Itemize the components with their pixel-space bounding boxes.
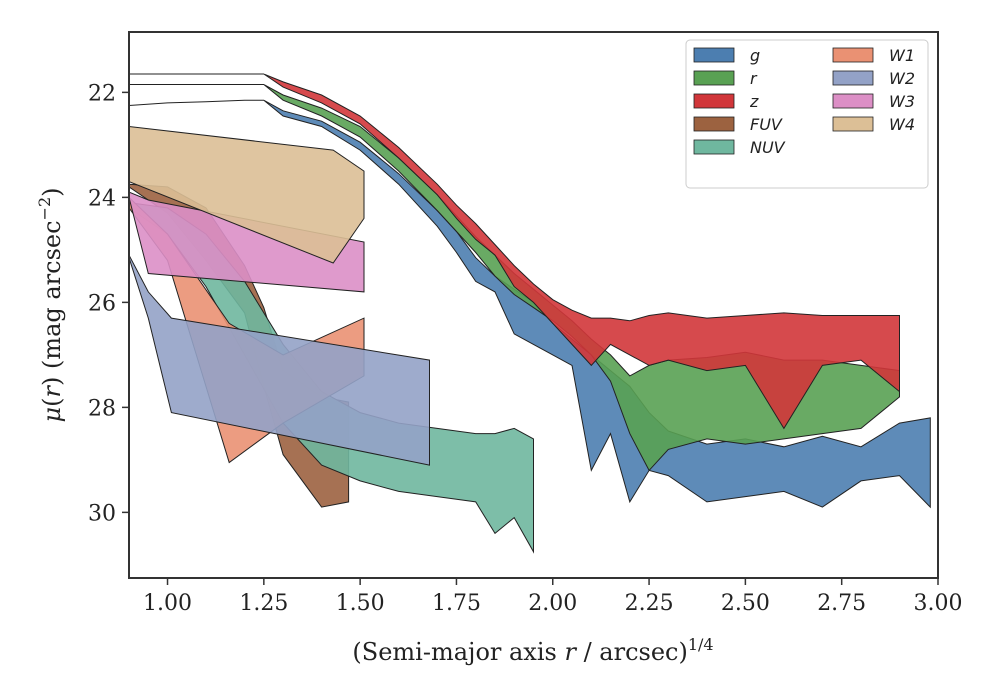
series-band-z xyxy=(129,73,900,430)
legend-swatch-r xyxy=(693,70,735,86)
series-band-w3 xyxy=(129,191,365,293)
x-tick-label: 2.75 xyxy=(817,591,866,616)
legend: grz FUV NUV W1 W2 W3 W4 xyxy=(685,39,929,189)
plot-frame xyxy=(128,31,939,579)
y-tick-label: 24 xyxy=(88,186,116,211)
x-tick-label: 1.75 xyxy=(432,591,481,616)
y-tick-label: 28 xyxy=(88,396,116,421)
x-axis: 1.00 1.25 1.50 1.75 2.00 2.25 2.50 2.75 3.00 xyxy=(143,578,962,616)
y-tick-label: 22 xyxy=(88,81,116,106)
legend-label-fuv: FUV xyxy=(750,115,783,134)
x-tick-label: 2.50 xyxy=(721,591,770,616)
legend-label-nuv: NUV xyxy=(750,138,786,157)
series-band-w4 xyxy=(129,125,365,264)
x-tick-label: 2.00 xyxy=(528,591,577,616)
legend-label-w2: W2 xyxy=(889,69,915,88)
legend-swatch-z xyxy=(693,93,735,109)
legend-label-z: z xyxy=(749,92,759,111)
legend-label-r: r xyxy=(750,69,758,88)
legend-swatch-w1 xyxy=(832,47,874,63)
y-axis: 22 24 26 28 30 xyxy=(88,81,129,526)
legend-swatch-g xyxy=(693,47,735,63)
legend-label-g: g xyxy=(750,46,760,65)
x-tick-label: 1.50 xyxy=(336,591,385,616)
legend-swatch-w2 xyxy=(832,70,874,86)
y-axis-label: μ(r) (mag arcsec−2) xyxy=(35,187,66,422)
legend-label-w4: W4 xyxy=(889,115,915,134)
series-layer xyxy=(129,73,931,554)
x-tick-label: 2.25 xyxy=(625,591,674,616)
legend-label-w1: W1 xyxy=(889,46,915,65)
legend-swatch-w4 xyxy=(832,116,874,132)
legend-swatch-w3 xyxy=(832,93,874,109)
x-tick-label: 3.00 xyxy=(914,591,963,616)
x-tick-label: 1.25 xyxy=(239,591,288,616)
y-tick-label: 30 xyxy=(88,501,116,526)
x-axis-label: (Semi-major axis r / arcsec)1/4 xyxy=(352,635,713,666)
legend-label-w3: W3 xyxy=(889,92,915,111)
legend-swatch-fuv xyxy=(693,116,735,132)
legend-swatch-nuv xyxy=(693,139,735,155)
y-tick-label: 26 xyxy=(88,291,116,316)
x-tick-label: 1.00 xyxy=(143,591,192,616)
series-band-w2 xyxy=(129,254,430,466)
